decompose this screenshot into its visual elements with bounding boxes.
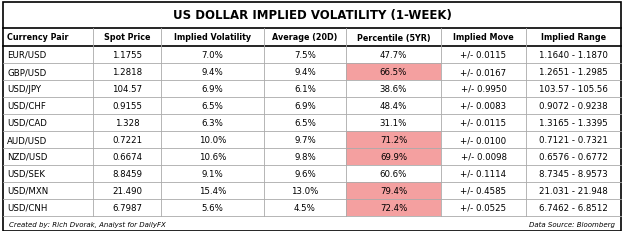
Text: +/- 0.1114: +/- 0.1114: [461, 169, 507, 178]
Text: 72.4%: 72.4%: [380, 203, 407, 212]
Text: 0.6576 - 0.6772: 0.6576 - 0.6772: [539, 152, 608, 161]
Bar: [3, 3, 621, 29]
Text: 1.2818: 1.2818: [112, 68, 142, 77]
Text: +/- 0.9950: +/- 0.9950: [461, 85, 507, 94]
Text: 0.9072 - 0.9238: 0.9072 - 0.9238: [539, 102, 608, 110]
Text: 1.2651 - 1.2985: 1.2651 - 1.2985: [539, 68, 608, 77]
Text: 60.6%: 60.6%: [380, 169, 407, 178]
Text: 6.1%: 6.1%: [294, 85, 316, 94]
Bar: [346, 148, 441, 165]
Text: Implied Move: Implied Move: [453, 33, 514, 42]
Text: NZD/USD: NZD/USD: [7, 152, 47, 161]
Bar: [3, 64, 621, 81]
Text: 47.7%: 47.7%: [380, 51, 407, 60]
Bar: [3, 81, 621, 97]
Text: Currency Pair: Currency Pair: [7, 33, 69, 42]
Bar: [3, 199, 621, 216]
Bar: [3, 165, 621, 182]
Text: USD/CHF: USD/CHF: [7, 102, 46, 110]
Text: 1.328: 1.328: [115, 119, 140, 128]
Bar: [3, 29, 621, 47]
Bar: [3, 131, 621, 148]
Text: 9.8%: 9.8%: [294, 152, 316, 161]
Text: US DOLLAR IMPLIED VOLATILITY (1-WEEK): US DOLLAR IMPLIED VOLATILITY (1-WEEK): [173, 9, 451, 22]
Text: Average (20D): Average (20D): [272, 33, 338, 42]
Text: 6.5%: 6.5%: [202, 102, 223, 110]
Text: 10.0%: 10.0%: [199, 135, 226, 144]
Text: 1.1640 - 1.1870: 1.1640 - 1.1870: [539, 51, 608, 60]
Text: 6.7462 - 6.8512: 6.7462 - 6.8512: [539, 203, 608, 212]
Text: +/- 0.0525: +/- 0.0525: [461, 203, 507, 212]
Text: 4.5%: 4.5%: [294, 203, 316, 212]
Text: 79.4%: 79.4%: [380, 186, 407, 195]
Text: 9.1%: 9.1%: [202, 169, 223, 178]
Text: +/- 0.0100: +/- 0.0100: [461, 135, 507, 144]
Bar: [346, 182, 441, 199]
Text: USD/SEK: USD/SEK: [7, 169, 45, 178]
Text: 9.6%: 9.6%: [294, 169, 316, 178]
Text: Percentile (5YR): Percentile (5YR): [357, 33, 431, 42]
Text: 6.7987: 6.7987: [112, 203, 142, 212]
Text: 5.6%: 5.6%: [202, 203, 223, 212]
Text: 69.9%: 69.9%: [380, 152, 407, 161]
Bar: [346, 64, 441, 81]
Text: 1.3165 - 1.3395: 1.3165 - 1.3395: [539, 119, 608, 128]
Text: 13.0%: 13.0%: [291, 186, 319, 195]
Bar: [3, 182, 621, 199]
Bar: [3, 97, 621, 115]
Bar: [3, 216, 621, 231]
Text: Implied Volatility: Implied Volatility: [174, 33, 251, 42]
Text: Implied Range: Implied Range: [541, 33, 606, 42]
Text: 6.9%: 6.9%: [294, 102, 316, 110]
Text: AUD/USD: AUD/USD: [7, 135, 47, 144]
Text: 6.5%: 6.5%: [294, 119, 316, 128]
Text: 38.6%: 38.6%: [380, 85, 407, 94]
Text: 15.4%: 15.4%: [199, 186, 226, 195]
Text: 0.9155: 0.9155: [112, 102, 142, 110]
Bar: [346, 199, 441, 216]
Text: 21.031 - 21.948: 21.031 - 21.948: [539, 186, 608, 195]
Bar: [3, 148, 621, 165]
Text: USD/CNH: USD/CNH: [7, 203, 47, 212]
Text: 1.1755: 1.1755: [112, 51, 142, 60]
Text: 0.7121 - 0.7321: 0.7121 - 0.7321: [539, 135, 608, 144]
Text: GBP/USD: GBP/USD: [7, 68, 46, 77]
Text: Created by: Rich Dvorak, Analyst for DailyFX: Created by: Rich Dvorak, Analyst for Dai…: [9, 221, 166, 227]
Text: 104.57: 104.57: [112, 85, 142, 94]
Text: 6.9%: 6.9%: [202, 85, 223, 94]
Text: +/- 0.0083: +/- 0.0083: [461, 102, 507, 110]
Text: EUR/USD: EUR/USD: [7, 51, 46, 60]
Text: 10.6%: 10.6%: [199, 152, 226, 161]
Text: 8.8459: 8.8459: [112, 169, 142, 178]
Text: 0.7221: 0.7221: [112, 135, 142, 144]
Bar: [3, 115, 621, 131]
Text: 71.2%: 71.2%: [380, 135, 407, 144]
Text: 21.490: 21.490: [112, 186, 142, 195]
Text: 31.1%: 31.1%: [380, 119, 407, 128]
Bar: [346, 131, 441, 148]
Text: 103.57 - 105.56: 103.57 - 105.56: [539, 85, 608, 94]
Text: USD/JPY: USD/JPY: [7, 85, 41, 94]
Text: +/- 0.0098: +/- 0.0098: [461, 152, 507, 161]
Text: Data Source: Bloomberg: Data Source: Bloomberg: [529, 221, 615, 227]
Text: 66.5%: 66.5%: [380, 68, 407, 77]
Text: 8.7345 - 8.9573: 8.7345 - 8.9573: [539, 169, 608, 178]
Text: 9.4%: 9.4%: [202, 68, 223, 77]
Text: 7.0%: 7.0%: [202, 51, 223, 60]
Bar: [3, 47, 621, 64]
Text: +/- 0.0115: +/- 0.0115: [461, 51, 507, 60]
Text: 48.4%: 48.4%: [380, 102, 407, 110]
Text: 0.6674: 0.6674: [112, 152, 142, 161]
Text: 9.4%: 9.4%: [294, 68, 316, 77]
Text: Spot Price: Spot Price: [104, 33, 150, 42]
Text: USD/MXN: USD/MXN: [7, 186, 48, 195]
Text: 7.5%: 7.5%: [294, 51, 316, 60]
Text: +/- 0.0115: +/- 0.0115: [461, 119, 507, 128]
Text: +/- 0.0167: +/- 0.0167: [461, 68, 507, 77]
Text: USD/CAD: USD/CAD: [7, 119, 47, 128]
Text: 9.7%: 9.7%: [294, 135, 316, 144]
Text: +/- 0.4585: +/- 0.4585: [461, 186, 507, 195]
Text: 6.3%: 6.3%: [202, 119, 223, 128]
